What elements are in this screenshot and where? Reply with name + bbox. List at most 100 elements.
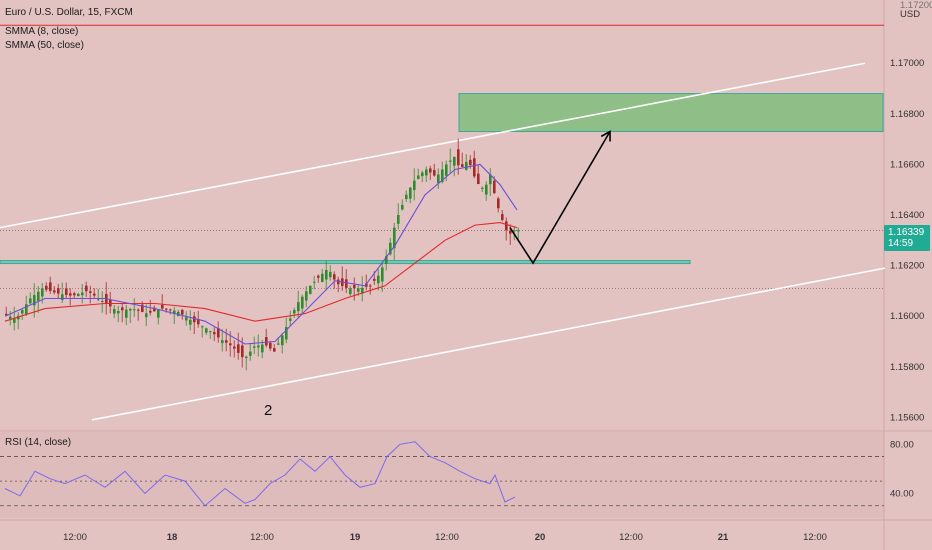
candle-body (401, 204, 404, 210)
smma-50-line[interactable] (4, 222, 518, 322)
candle-body (13, 317, 16, 323)
candle-body (209, 331, 212, 333)
candle-body (81, 292, 84, 296)
rsi-pane (0, 432, 884, 518)
time-tick-label: 21 (718, 532, 729, 543)
candle-body (309, 285, 312, 294)
candle-body (369, 285, 372, 287)
candle-body (61, 294, 64, 300)
candle-body (129, 308, 132, 311)
candle-body (265, 337, 268, 346)
candle-body (117, 310, 120, 314)
candle-body (417, 175, 420, 179)
candle-body (33, 295, 36, 306)
price-axis-partial-label: 1.17200 (900, 0, 932, 11)
rsi-line[interactable] (4, 441, 516, 507)
candle-body (197, 318, 200, 325)
rsi-tick-label: 40.00 (890, 488, 914, 499)
candle-body (185, 317, 188, 321)
candle-body (441, 169, 444, 183)
candle-body (85, 285, 88, 292)
wave-label: 2 (264, 402, 272, 419)
candle-body (37, 291, 40, 301)
candle-body (73, 293, 76, 296)
candle-body (5, 313, 8, 316)
candle-body (485, 184, 488, 195)
candle-body (269, 342, 272, 349)
price-tick-label: 1.15600 (890, 412, 924, 423)
countdown: 14:59 (888, 238, 914, 249)
candle-body (513, 230, 516, 232)
candle-body (297, 302, 300, 312)
candle-body (77, 293, 80, 297)
candle-body (365, 283, 368, 287)
candle-body (337, 279, 340, 285)
candle-body (205, 328, 208, 333)
candle-body (493, 180, 496, 194)
candle-body (517, 230, 520, 232)
time-tick-label: 20 (535, 532, 546, 543)
candle-body (261, 344, 264, 353)
candle-body (409, 187, 412, 199)
candle-body (113, 309, 116, 314)
candle-body (189, 319, 192, 325)
candle-body (313, 281, 316, 283)
indicator-smma-8-label[interactable]: SMMA (8, close) (5, 26, 79, 37)
candle-body (45, 285, 48, 290)
candle-body (133, 309, 136, 311)
time-tick-label: 12:00 (619, 532, 643, 543)
candle-body (469, 159, 472, 166)
candle-body (301, 296, 304, 309)
rsi-label[interactable]: RSI (14, close) (5, 437, 72, 448)
candle-body (165, 308, 168, 310)
candle-body (249, 351, 252, 356)
candle-body (141, 304, 144, 312)
candle-body (465, 161, 468, 170)
candle-body (121, 307, 124, 311)
candle-body (501, 214, 504, 221)
candle-body (29, 298, 32, 304)
candle-body (425, 169, 428, 176)
candle-body (329, 271, 332, 278)
support-zone[interactable] (0, 260, 691, 265)
candle-body (325, 270, 328, 280)
projection-arrowhead (600, 130, 611, 142)
current-price: 1.16339 (888, 227, 925, 238)
time-tick-label: 18 (167, 532, 178, 543)
channel-lower-line[interactable] (91, 267, 886, 421)
indicator-smma-50-label[interactable]: SMMA (50, close) (5, 40, 84, 51)
candle-body (489, 174, 492, 185)
candle-body (373, 278, 376, 281)
price-tick-label: 1.16200 (890, 261, 924, 272)
candle-body (125, 309, 128, 318)
candle-body (437, 174, 440, 184)
channel-upper-line[interactable] (0, 62, 866, 229)
candle-body (509, 230, 512, 234)
price-tick-label: 1.16600 (890, 159, 924, 170)
candle-body (69, 293, 72, 296)
candle-body (245, 356, 248, 358)
candle-body (353, 284, 356, 289)
candle-body (449, 160, 452, 162)
candle-body (389, 242, 392, 255)
candle-body (273, 348, 276, 352)
candle-body (213, 332, 216, 335)
candle-body (101, 301, 104, 302)
price-tick-label: 1.16000 (890, 311, 924, 322)
current-price-tag: 1.16339 14:59 (884, 225, 930, 251)
supply-zone[interactable] (458, 93, 884, 133)
candle-body (257, 345, 260, 348)
candle-body (421, 172, 424, 177)
price-tick-label: 1.17000 (890, 58, 924, 69)
projection-arrow[interactable] (509, 131, 611, 265)
candle-body (317, 275, 320, 278)
candle-body (21, 310, 24, 314)
candle-body (137, 309, 140, 311)
time-tick-label: 19 (350, 532, 361, 543)
candle-body (481, 187, 484, 189)
candle-body (53, 290, 56, 293)
smma-8-line[interactable] (4, 163, 518, 345)
candle-body (305, 291, 308, 301)
symbol-title: Euro / U.S. Dollar, 15, FXCM (5, 7, 133, 18)
